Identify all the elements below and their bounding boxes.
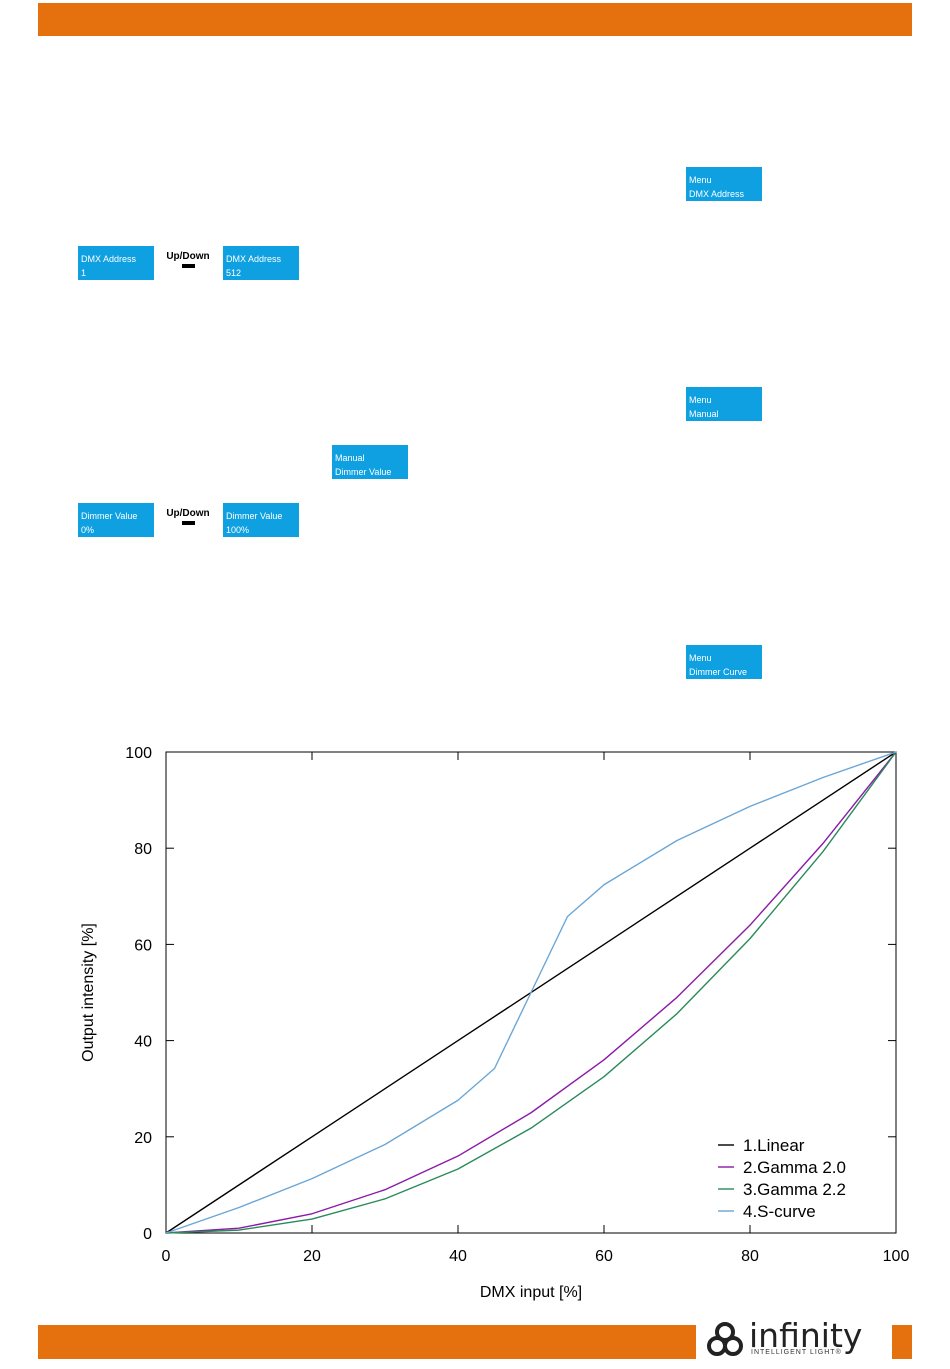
lcd-dmx-address-min: DMX Address 1	[78, 246, 154, 280]
lcd-line-2: Dimmer Value	[335, 467, 392, 477]
y-tick-label: 100	[125, 745, 152, 762]
logo-wordmark: infinity	[749, 1316, 863, 1355]
lcd-menu-manual: Menu Manual	[686, 387, 762, 421]
x-tick-label: 20	[303, 1248, 321, 1265]
lcd-line-2: DMX Address	[689, 189, 745, 199]
y-tick-label: 0	[143, 1226, 152, 1243]
lcd-dmx-address-max: DMX Address 512	[223, 246, 299, 280]
footer-accent-block	[892, 1325, 912, 1359]
infinity-logo: infinity INTELLIGENT LIGHT®	[703, 1318, 888, 1363]
x-axis-label: DMX input [%]	[480, 1284, 582, 1301]
footer-accent-bar	[38, 1325, 696, 1359]
lcd-line-2: 512	[226, 268, 242, 278]
lcd-dimmer-value-max: Dimmer Value 100%	[223, 503, 299, 537]
key-bar-icon	[181, 521, 195, 525]
lcd-line-1: Dimmer Value	[226, 511, 283, 521]
lcd-line-2: Dimmer Curve	[689, 667, 748, 677]
up-down-keys: Up/Down	[158, 508, 218, 525]
lcd-line-2: 100%	[226, 525, 250, 535]
logo-tagline-text: INTELLIGENT LIGHT	[751, 1349, 836, 1356]
lcd-line-1: Manual	[335, 453, 365, 463]
logo-tagline: INTELLIGENT LIGHT®	[751, 1349, 842, 1356]
lcd-line-1: DMX Address	[81, 254, 137, 264]
dimmer-curve-chart: 0 20 40 60 80 100 0 20 40 60 80 100 DMX input [%] Out…	[80, 745, 910, 1301]
up-down-label: Up/Down	[166, 251, 210, 262]
lcd-line-1: Menu	[689, 653, 712, 663]
lcd-line-1: Dimmer Value	[81, 511, 138, 521]
up-down-keys: Up/Down	[158, 251, 218, 268]
trefoil-logo-icon	[707, 1322, 743, 1356]
legend-label: 3.Gamma 2.2	[743, 1180, 846, 1199]
y-tick-label: 20	[134, 1130, 152, 1147]
legend-label: 1.Linear	[743, 1136, 805, 1155]
lcd-line-1: DMX Address	[226, 254, 282, 264]
lcd-line-2: 1	[81, 268, 87, 278]
lcd-menu-dimmer-curve: Menu Dimmer Curve	[686, 645, 762, 679]
lcd-line-1: Menu	[689, 395, 712, 405]
y-axis-label: Output intensity [%]	[80, 923, 97, 1062]
registered-mark: ®	[835, 1349, 842, 1356]
lcd-menu-dmx-address: Menu DMX Address	[686, 167, 762, 201]
legend-label: 4.S-curve	[743, 1202, 816, 1221]
lcd-line-1: Menu	[689, 175, 712, 185]
key-bar-icon	[181, 264, 195, 268]
x-tick-label: 60	[595, 1248, 613, 1265]
lcd-manual-dimmer-value: Manual Dimmer Value	[332, 445, 408, 479]
up-down-label: Up/Down	[166, 508, 210, 519]
x-tick-label: 40	[449, 1248, 467, 1265]
plot-frame	[165, 751, 897, 1234]
lcd-dimmer-value-min: Dimmer Value 0%	[78, 503, 154, 537]
header-accent-bar	[38, 3, 912, 36]
y-tick-label: 60	[134, 937, 152, 954]
x-tick-label: 100	[883, 1248, 910, 1265]
y-tick-label: 40	[134, 1034, 152, 1051]
x-tick-label: 0	[162, 1248, 171, 1265]
legend-label: 2.Gamma 2.0	[743, 1158, 846, 1177]
lcd-line-2: 0%	[81, 525, 95, 535]
y-tick-label: 80	[134, 841, 152, 858]
x-tick-label: 80	[741, 1248, 759, 1265]
lcd-line-2: Manual	[689, 409, 719, 419]
